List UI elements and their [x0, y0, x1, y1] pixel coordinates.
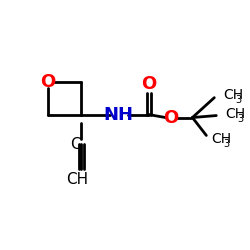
- Text: 3: 3: [237, 114, 243, 124]
- Text: NH: NH: [104, 106, 134, 124]
- Text: 3: 3: [223, 140, 229, 149]
- Text: C: C: [70, 137, 80, 152]
- Text: 3: 3: [235, 95, 241, 105]
- Text: CH: CH: [66, 172, 88, 187]
- Text: CH: CH: [211, 132, 232, 146]
- Text: CH: CH: [223, 88, 243, 102]
- Text: CH: CH: [225, 106, 245, 120]
- Text: O: O: [163, 108, 178, 126]
- Text: O: O: [141, 75, 156, 93]
- Text: O: O: [40, 73, 56, 91]
